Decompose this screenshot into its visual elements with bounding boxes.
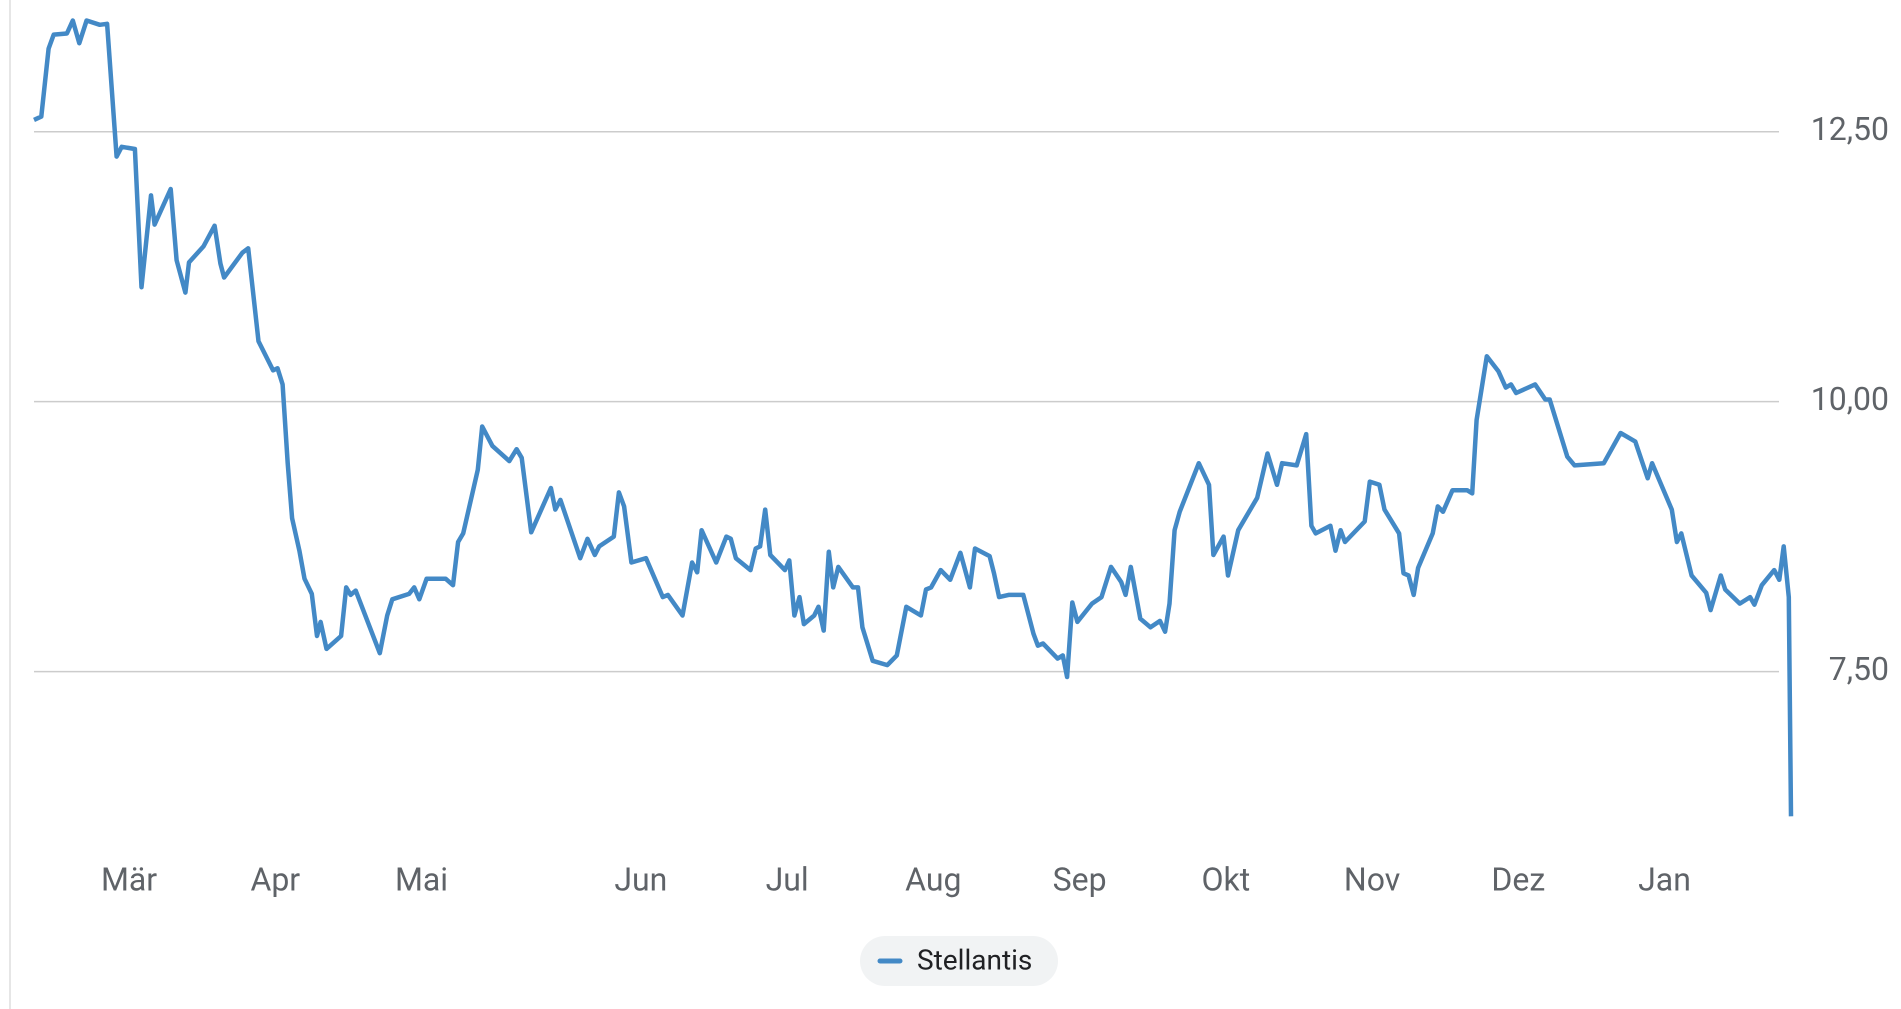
x-tick-label: Aug	[905, 860, 961, 898]
x-tick-label: Apr	[250, 860, 300, 898]
legend-label: Stellantis	[917, 943, 1032, 976]
x-tick-label: Sep	[1053, 860, 1107, 898]
legend-pill[interactable]	[860, 936, 1058, 986]
y-tick-label: 12,50	[1811, 110, 1889, 148]
x-tick-label: Jan	[1638, 860, 1691, 898]
x-tick-label: Jun	[614, 860, 667, 898]
x-tick-label: Dez	[1491, 860, 1545, 898]
price-line	[33, 18, 1794, 817]
x-tick-label: Jul	[766, 860, 809, 898]
x-tick-label: Okt	[1201, 860, 1250, 898]
x-tick-label: Mär	[101, 860, 157, 898]
x-tick-label: Nov	[1344, 860, 1400, 898]
y-tick-label: 7,50	[1829, 650, 1889, 688]
x-tick-label: Mai	[395, 860, 448, 898]
y-tick-label: 10,00	[1811, 380, 1889, 418]
